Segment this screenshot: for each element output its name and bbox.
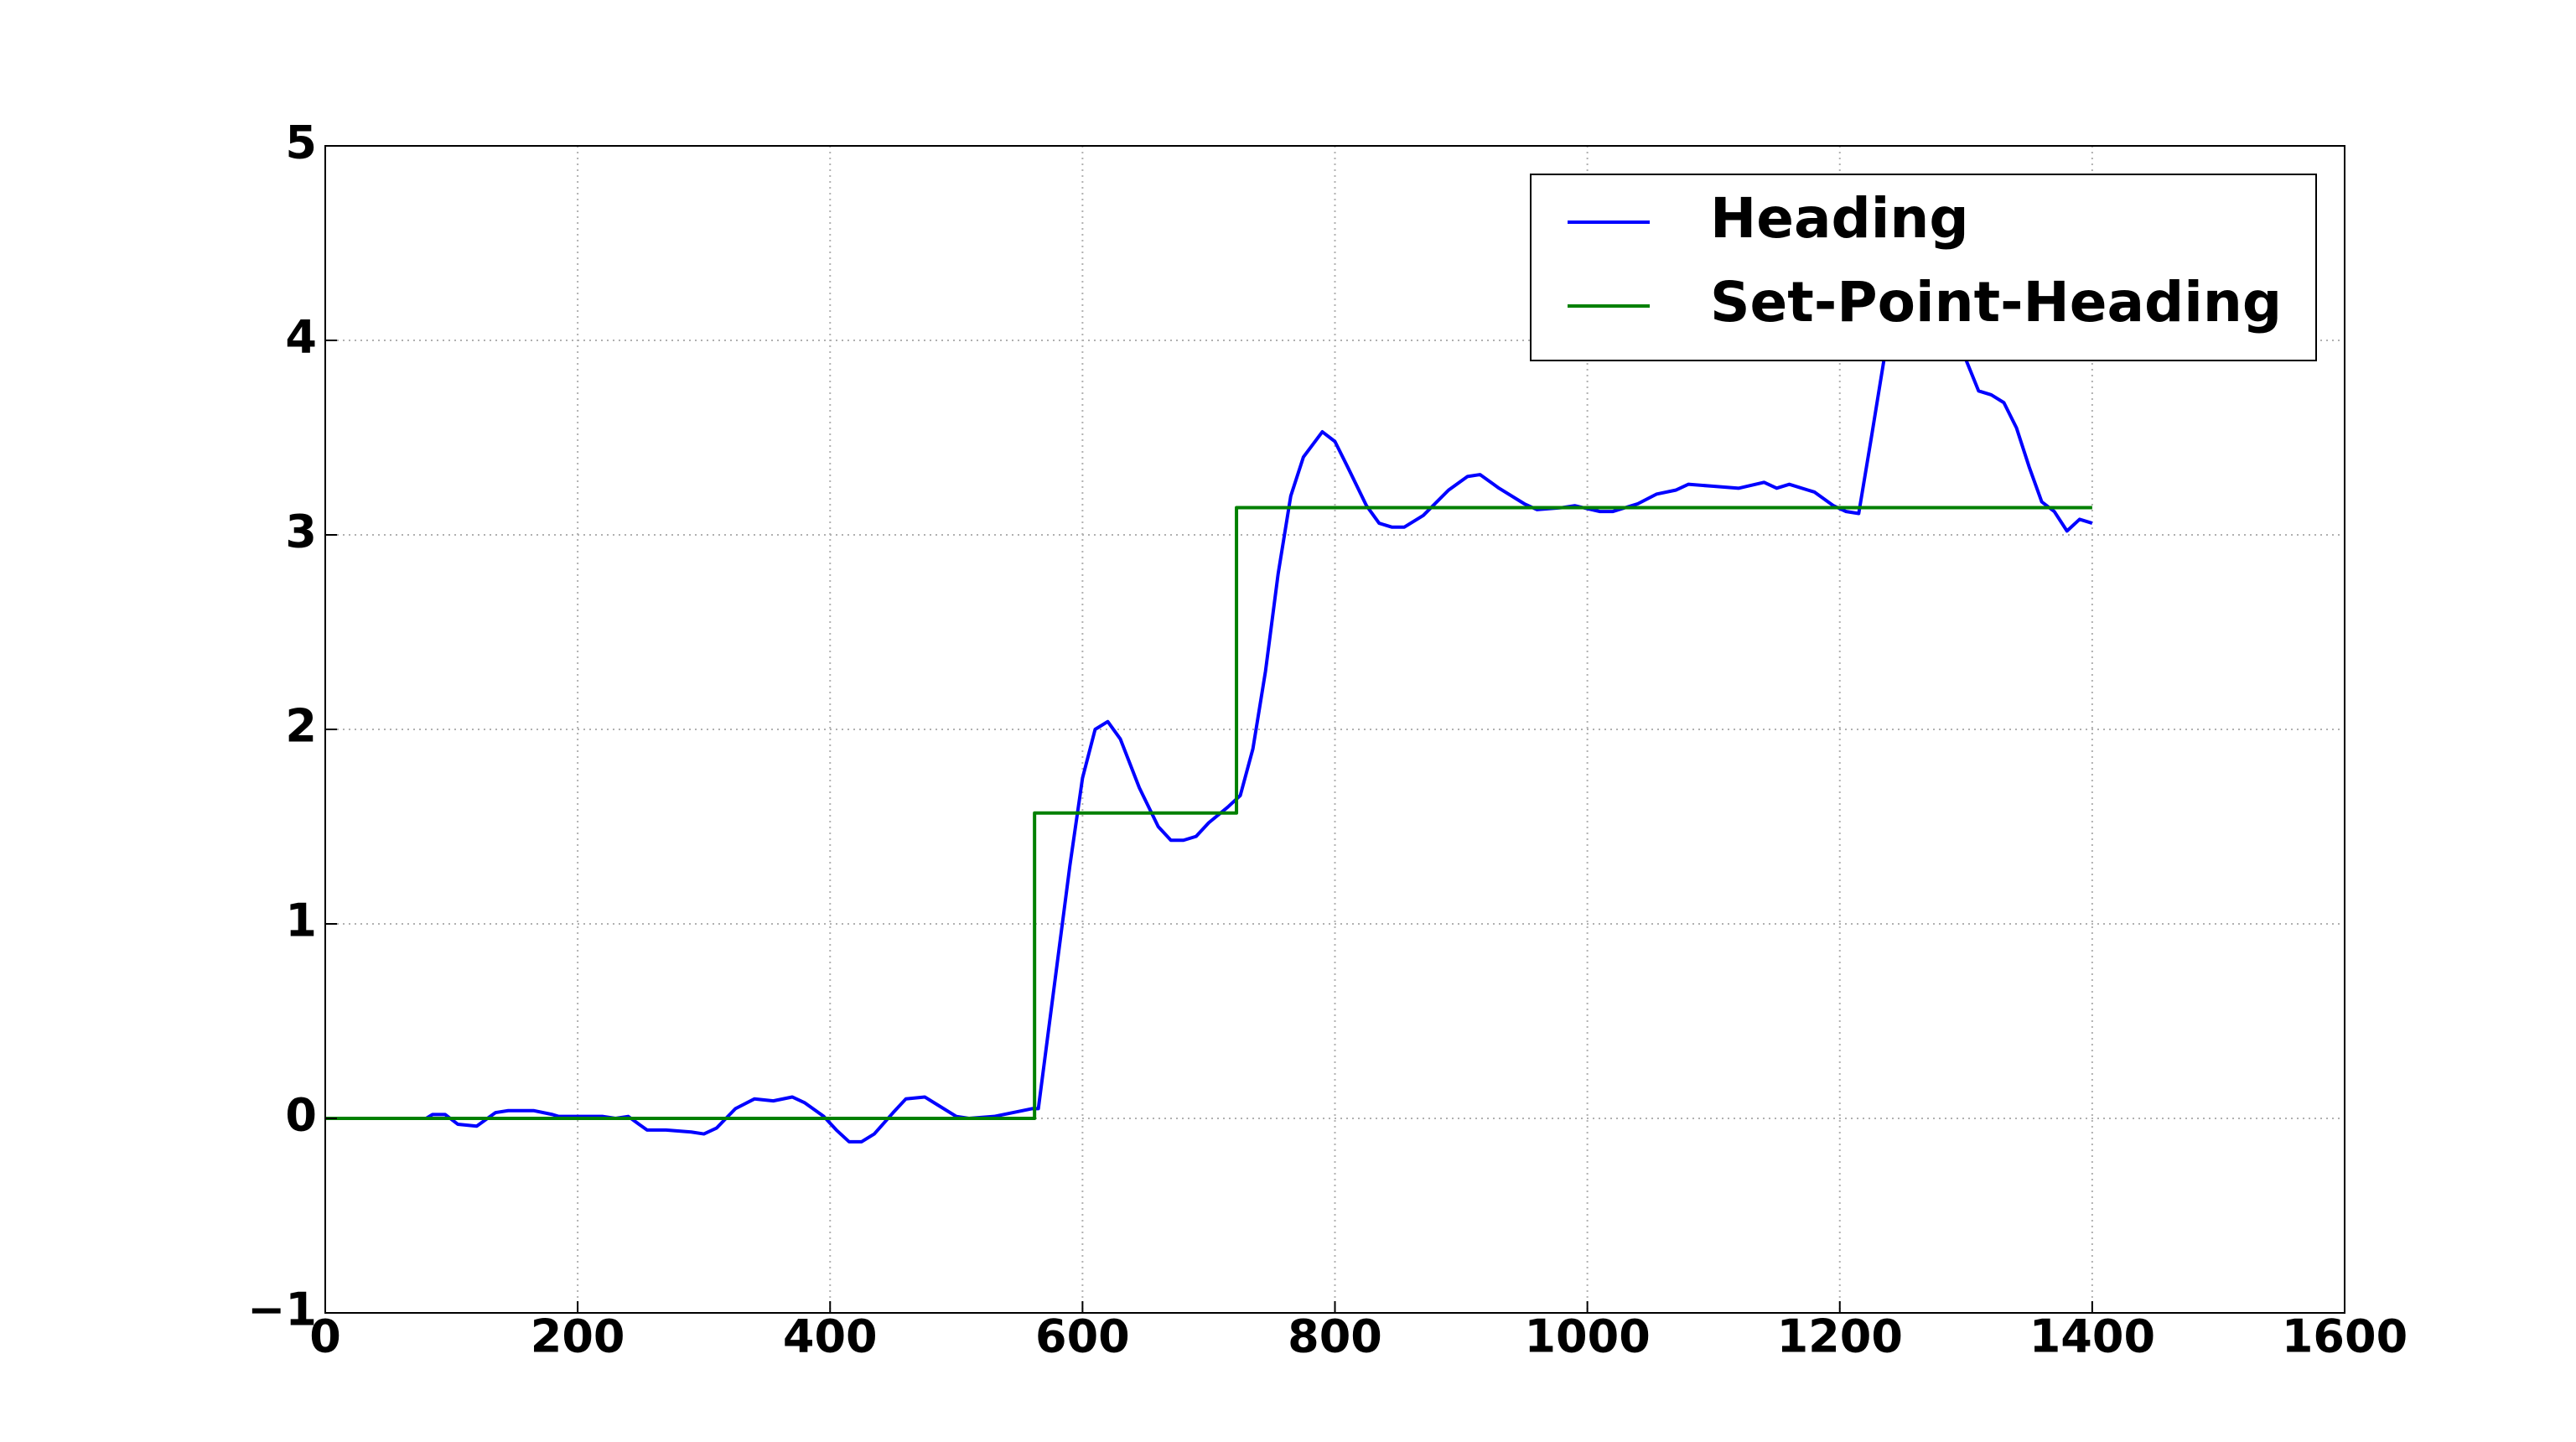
x-tick-label: 400 [783,1310,878,1363]
x-tick-label: 200 [531,1310,625,1363]
legend-label: Set-Point-Heading [1710,270,2282,335]
y-tick-label: 0 [285,1089,317,1142]
x-tick-label: 1200 [1777,1310,1903,1363]
y-tick-label: −1 [247,1284,317,1336]
plot-lines [325,270,2093,1144]
y-tick-label: 2 [285,700,317,753]
x-tick-label: 0 [309,1310,341,1363]
x-tick-label: 1600 [2282,1310,2408,1363]
y-tick-label: 3 [285,506,317,558]
y-tick-label: 4 [285,311,317,364]
x-tick-label: 1400 [2029,1310,2155,1363]
data-line [325,270,2093,1144]
x-tick-label: 800 [1288,1310,1382,1363]
x-tick-label: 600 [1035,1310,1130,1363]
x-tick-label: 1000 [1524,1310,1650,1363]
legend-label: Heading [1710,186,1969,251]
legend: Heading Set-Point-Heading [1530,174,2317,361]
y-tick-label: 1 [285,895,317,947]
y-tick-label: 5 [285,117,317,169]
data-line [325,506,2092,1120]
legend-box [1530,174,2317,361]
